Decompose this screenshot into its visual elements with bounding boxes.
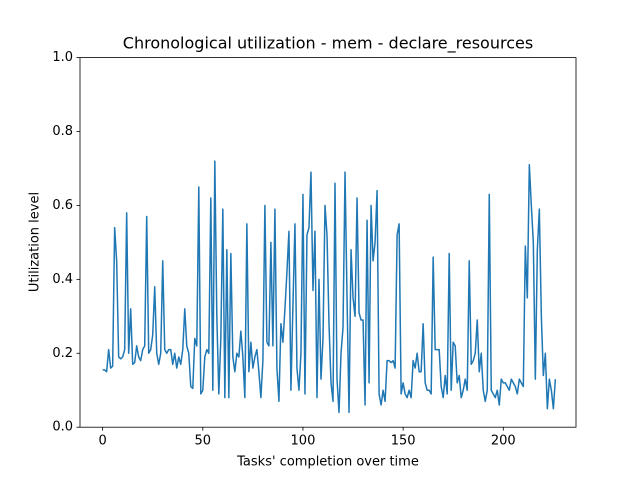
x-tick-label: 100 [291, 434, 316, 449]
x-tick-label: 50 [195, 434, 212, 449]
y-tick-label: 0.4 [52, 272, 73, 287]
x-axis-label: Tasks' completion over time [236, 455, 419, 470]
y-tick-label: 1.0 [52, 50, 73, 65]
y-tick-label: 0.8 [52, 124, 73, 139]
x-tick-label: 0 [98, 434, 106, 449]
y-tick-label: 0.2 [52, 346, 73, 361]
plot-frame [79, 57, 577, 428]
y-axis-label: Utilization level [28, 192, 43, 292]
y-tick-label: 0.0 [52, 420, 73, 435]
x-tick-label: 200 [491, 434, 516, 449]
x-tick-label: 150 [391, 434, 416, 449]
chart-title: Chronological utilization - mem - declar… [123, 34, 533, 54]
y-tick-label: 0.6 [52, 198, 73, 213]
data-line [102, 160, 557, 414]
